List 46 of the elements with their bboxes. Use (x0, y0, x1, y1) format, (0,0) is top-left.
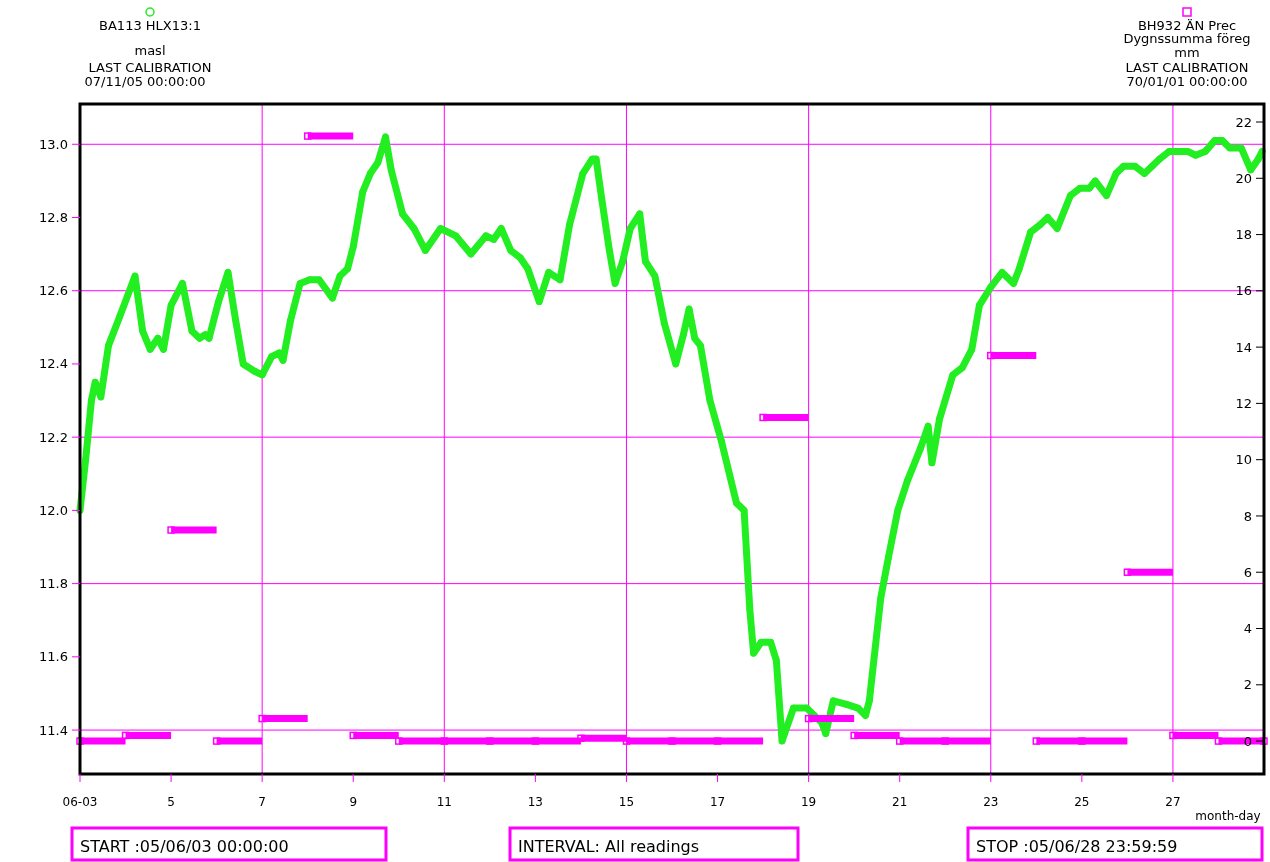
x-tick-label: 9 (349, 795, 358, 809)
text: START :05/06/03 00:00:00 (80, 837, 289, 856)
x-tick-label: 06-03 (62, 795, 98, 809)
y2-tick-label: 22 (1235, 114, 1252, 130)
text: 07/11/05 00:00:00 (84, 74, 206, 89)
text: STOP :05/06/28 23:59:59 (976, 837, 1178, 856)
y2-tick-label: 20 (1235, 170, 1252, 186)
y2-tick-label: 0 (1243, 733, 1252, 749)
y2-axis-title: mm (1174, 45, 1200, 60)
y-tick-label: 13.0 (39, 136, 68, 152)
text: LAST CALIBRATION (1125, 60, 1249, 75)
y-tick-label: 12.6 (39, 283, 68, 299)
y-tick-label: 12.8 (39, 210, 68, 226)
y-tick-label: 11.6 (39, 649, 68, 665)
text: 70/01/01 00:00:00 (1126, 74, 1248, 89)
x-tick-label: 21 (892, 795, 908, 809)
x-tick-label: 7 (258, 795, 266, 809)
x-tick-label: 25 (1074, 795, 1090, 809)
text: INTERVAL: All readings (518, 837, 700, 856)
text: LAST CALIBRATION (88, 60, 212, 75)
x-tick-label: 13 (527, 795, 544, 809)
x-tick-label: 5 (167, 795, 175, 809)
y2-tick-label: 14 (1235, 339, 1252, 355)
x-tick-label: 27 (1165, 795, 1181, 809)
x-tick-label: 15 (618, 795, 635, 809)
y-tick-label: 11.8 (39, 576, 68, 592)
y-tick-label: 11.4 (39, 722, 68, 738)
y2-tick-label: 2 (1243, 677, 1252, 693)
y2-tick-label: 18 (1235, 227, 1252, 243)
legend-label: BA113 HLX13:1 (99, 18, 201, 33)
x-tick-label: 11 (436, 795, 452, 809)
y-tick-label: 12.0 (39, 502, 68, 518)
y2-tick-label: 10 (1235, 452, 1252, 468)
y2-tick-label: 4 (1243, 621, 1252, 637)
y-axis-title: masl (134, 43, 166, 58)
x-axis-title: month-day (1195, 809, 1261, 823)
y-tick-label: 12.4 (39, 356, 68, 372)
y2-tick-label: 8 (1243, 508, 1252, 524)
y2-tick-label: 6 (1243, 564, 1252, 580)
text: Dygnssumma föreg (1123, 31, 1251, 46)
x-tick-label: 19 (800, 795, 817, 809)
legend-label: BH932 ÄN Prec (1137, 18, 1237, 33)
x-tick-label: 23 (983, 795, 999, 809)
y2-tick-label: 12 (1235, 395, 1252, 411)
y-tick-label: 12.2 (39, 429, 68, 445)
x-tick-label: 17 (709, 795, 726, 809)
